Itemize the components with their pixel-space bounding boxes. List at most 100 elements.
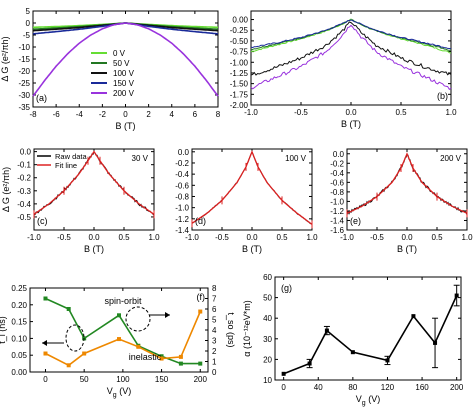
x-tick-label: 120 — [381, 383, 395, 392]
y-tick-label: 60 — [263, 273, 272, 282]
panel-b: -1.0 -0.5 0.0 0.5 1.0 0.00-0.25 -0.50 -0.75-1.0… — [230, 10, 457, 129]
y-tick-label: 0.10 — [11, 334, 27, 343]
y-tick-label: -0.6 — [330, 178, 344, 187]
x-tick-label: 0 — [43, 375, 48, 384]
x-tick-label: -1.0 — [27, 233, 41, 242]
data-point — [198, 309, 203, 314]
x-axis-label: B (T) — [84, 244, 104, 254]
x-tick-label: 200 — [194, 375, 208, 384]
legend-label: 0 V — [113, 49, 126, 58]
y-tick-label: 0.00 — [232, 16, 248, 25]
y-tick-label: -0.6 — [175, 181, 189, 190]
y-tick-label: -0.5 — [17, 213, 31, 222]
x-tick-label: 4 — [170, 110, 175, 119]
y-tick-label: -1.4 — [330, 216, 344, 225]
y-tick-label: 0 — [26, 19, 31, 28]
gate-voltage-label: 100 V — [285, 154, 307, 163]
y-tick-label: -0.75 — [230, 48, 249, 57]
series-line — [191, 150, 313, 225]
x-tick-label: 0.5 — [395, 108, 407, 117]
legend-label: 200 V — [113, 89, 135, 98]
y-tick-label: -0.4 — [330, 169, 344, 178]
y-tick-label: -0.25 — [230, 26, 249, 35]
x-tick-label: 200 — [450, 383, 464, 392]
x-tick-label: 0.0 — [88, 233, 100, 242]
x-tick-label: -8 — [29, 110, 37, 119]
y-tick-label: -0.50 — [230, 37, 249, 46]
x-tick-label: 0.0 — [246, 233, 258, 242]
data-point — [178, 354, 183, 359]
y-tick-label: -0.3 — [17, 187, 31, 196]
x-tick-label: 0.5 — [118, 233, 130, 242]
series-line — [45, 311, 202, 367]
data-point — [117, 337, 121, 342]
series-line — [250, 21, 452, 76]
y-right-tick-label: 8 — [212, 284, 217, 293]
y-tick-label: -35 — [18, 103, 30, 112]
series-line — [250, 24, 452, 91]
y-tick-label: -0.2 — [330, 159, 344, 168]
data-point — [43, 351, 48, 356]
series-line — [283, 295, 458, 375]
panel-e: -1.0 -0.5 0.0 0.5 1.00.0-0.2-0.4-0.6-0.8-1.0… — [330, 148, 473, 254]
y-tick-label: -25 — [18, 79, 30, 88]
inelastic-label: inelastic — [129, 352, 162, 362]
panel-tag: (e) — [350, 216, 361, 226]
data-point — [66, 307, 71, 311]
legend-label: Fit line — [55, 161, 77, 170]
y-tick-label: 0.0 — [20, 148, 32, 157]
callout-ellipse — [125, 306, 151, 332]
y-tick-label: -5 — [23, 31, 31, 40]
x-axis-label: B (T) — [242, 244, 262, 254]
x-tick-label: -1.0 — [340, 233, 354, 242]
panel-a: -8 -6 -4 -2 0 2 4 6 850-5-10-15-20-25-30-35B (T)… — [0, 7, 221, 131]
gate-voltage-label: 200 V — [440, 154, 462, 163]
x-tick-label: 0.0 — [401, 233, 413, 242]
y-tick-label: -10 — [18, 43, 30, 52]
data-point — [411, 314, 416, 319]
y-axis-label: Δ G (e²/πh) — [1, 167, 11, 212]
legend-label: Raw data — [55, 152, 88, 161]
data-point — [66, 363, 71, 368]
series-line — [32, 22, 219, 97]
series-line — [45, 297, 201, 365]
series-line — [33, 150, 155, 215]
legend-label: 150 V — [113, 79, 135, 88]
x-tick-label: -0.5 — [57, 233, 71, 242]
x-axis-label: Vg (V) — [107, 386, 131, 399]
y-tick-label: -0.8 — [330, 188, 344, 197]
x-tick-label: 1.0 — [306, 233, 318, 242]
y-tick-label: -1.25 — [230, 69, 249, 78]
y-axis-label: α (10⁻¹²eV*m) — [242, 300, 252, 356]
x-tick-label: 1.0 — [461, 233, 473, 242]
data-point — [159, 354, 164, 359]
x-axis-label: Vg (V) — [356, 394, 380, 407]
y-tick-label: 5 — [26, 7, 31, 16]
y-tick-label: -20 — [18, 67, 30, 76]
y-tick-label: 50 — [263, 294, 272, 303]
y-right-tick-label: 2 — [212, 347, 217, 356]
y-right-tick-label: 4 — [212, 326, 217, 335]
y-tick-label: -1.0 — [330, 197, 344, 206]
data-point — [281, 371, 286, 376]
legend-label: 100 V — [113, 69, 135, 78]
x-tick-label: 160 — [415, 383, 429, 392]
y-tick-label: 20 — [263, 355, 272, 364]
y-tick-label: 0.15 — [11, 318, 27, 327]
panel-f: 0 50 100 150 2000.000.050.100.150.200.250123… — [0, 284, 236, 399]
plot-frame — [274, 276, 462, 381]
legend-label: 50 V — [113, 59, 130, 68]
y-tick-label: -1.0 — [175, 204, 189, 213]
y-tick-label: -0.8 — [175, 192, 189, 201]
y-tick-label: -1.4 — [175, 226, 189, 235]
y-tick-label: -0.2 — [175, 159, 189, 168]
y-tick-label: -0.4 — [17, 200, 31, 209]
data-point — [178, 361, 183, 366]
y-tick-label: -0.4 — [175, 170, 189, 179]
x-tick-label: 0.5 — [276, 233, 288, 242]
x-tick-label: -4 — [76, 110, 84, 119]
x-tick-label: 80 — [348, 383, 357, 392]
panel-tag: (b) — [437, 91, 448, 101]
panel-tag: (f) — [197, 292, 206, 302]
gate-voltage-label: 30 V — [132, 154, 149, 163]
